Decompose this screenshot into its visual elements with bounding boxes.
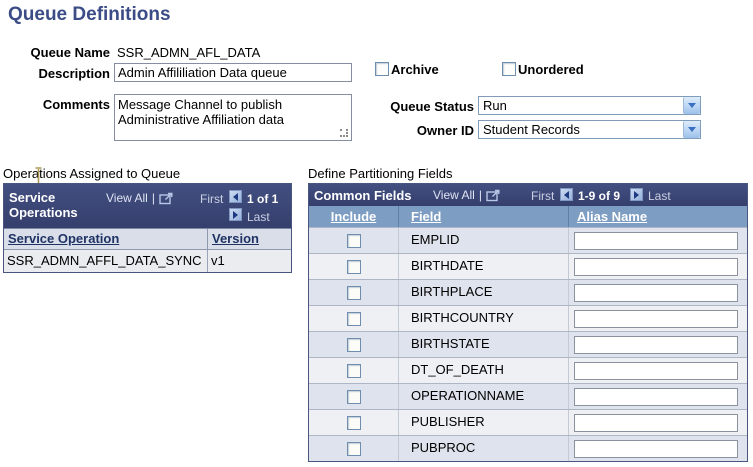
alias-name-input[interactable] (574, 361, 738, 380)
previous-page-button[interactable] (229, 190, 242, 203)
view-all-link[interactable]: View All (433, 188, 475, 202)
include-checkbox[interactable] (346, 259, 361, 274)
table-row: PUBLISHER (309, 409, 747, 435)
separator: | (151, 191, 155, 205)
service-operations-grid: Service Operations View All | First 1 of… (3, 183, 292, 273)
next-page-button[interactable] (229, 208, 242, 221)
view-all-link[interactable]: View All (106, 191, 148, 205)
last-link[interactable]: Last (247, 210, 270, 224)
field-name: BIRTHPLACE (399, 280, 569, 305)
chevron-right-icon (233, 210, 238, 219)
include-checkbox[interactable] (346, 285, 361, 300)
owner-id-value: Student Records (483, 121, 580, 137)
column-header-version[interactable]: Version (212, 231, 259, 246)
separator: | (478, 188, 482, 202)
page-range: 1 of 1 (247, 192, 279, 206)
page-title: Queue Definitions (8, 4, 171, 25)
grid-popout-icon[interactable] (159, 192, 174, 205)
page-range: 1-9 of 9 (578, 189, 621, 203)
owner-id-label: Owner ID (416, 123, 474, 138)
include-checkbox[interactable] (346, 337, 361, 352)
field-name: PUBPROC (399, 436, 569, 461)
operations-section-heading: Operations Assigned to Queue (3, 166, 181, 181)
include-checkbox[interactable] (346, 363, 361, 378)
column-header-service-operation[interactable]: Service Operation (8, 231, 120, 246)
grid-title: Service Operations (9, 190, 78, 220)
alias-name-input[interactable] (574, 231, 738, 250)
field-name: PUBLISHER (399, 410, 569, 435)
table-row: DT_OF_DEATH (309, 357, 747, 383)
queue-status-value: Run (483, 97, 507, 113)
column-header-field[interactable]: Field (411, 209, 442, 224)
last-link[interactable]: Last (648, 189, 671, 203)
service-operations-column-headers: Service Operation Version (4, 228, 291, 249)
first-link[interactable]: First (200, 192, 224, 206)
unordered-checkbox[interactable] (502, 62, 516, 76)
chevron-down-icon[interactable] (683, 121, 700, 138)
common-fields-grid-header: Common Fields View All | First 1-9 of 9 … (309, 184, 747, 206)
column-header-alias-name[interactable]: Alias Name (577, 209, 648, 224)
grid-title: Common Fields (314, 188, 412, 203)
chevron-down-icon[interactable] (683, 97, 700, 114)
archive-checkbox[interactable] (375, 62, 389, 76)
next-page-button[interactable] (630, 188, 643, 201)
comments-label: Comments (42, 97, 110, 112)
include-checkbox[interactable] (346, 311, 361, 326)
version-cell: v1 (211, 253, 225, 268)
chevron-left-icon (233, 192, 238, 201)
table-row: SSR_ADMN_AFFL_DATA_SYNC v1 (4, 249, 291, 272)
table-row: PUBPROC (309, 435, 747, 461)
table-row: EMPLID (309, 227, 747, 253)
table-row: BIRTHSTATE (309, 331, 747, 357)
description-field[interactable] (114, 63, 352, 82)
alias-name-input[interactable] (574, 335, 738, 354)
description-label: Description (38, 66, 110, 81)
include-checkbox[interactable] (346, 233, 361, 248)
owner-id-select[interactable]: Student Records (478, 120, 701, 139)
common-fields-column-headers: Include Field Alias Name (309, 206, 747, 227)
column-header-include[interactable]: Include (330, 209, 377, 224)
field-name: DT_OF_DEATH (399, 358, 569, 383)
field-name: EMPLID (399, 228, 569, 253)
alias-name-input[interactable] (574, 257, 738, 276)
queue-status-label: Queue Status (390, 99, 474, 114)
table-row: BIRTHPLACE (309, 279, 747, 305)
queue-name-label: Queue Name (30, 45, 110, 60)
grid-popout-icon[interactable] (486, 189, 501, 202)
field-name: BIRTHDATE (399, 254, 569, 279)
include-checkbox[interactable] (346, 441, 361, 456)
alias-name-input[interactable] (574, 387, 738, 406)
field-name: BIRTHCOUNTRY (399, 306, 569, 331)
chevron-left-icon (564, 190, 569, 199)
alias-name-input[interactable] (574, 309, 738, 328)
queue-status-select[interactable]: Run (478, 96, 701, 115)
alias-name-input[interactable] (574, 283, 738, 302)
chevron-right-icon (634, 190, 639, 199)
field-name: BIRTHSTATE (399, 332, 569, 357)
alias-name-input[interactable] (574, 439, 738, 458)
common-fields-grid: Common Fields View All | First 1-9 of 9 … (308, 183, 748, 462)
partitioning-section-heading: Define Partitioning Fields (308, 166, 453, 181)
comments-field[interactable]: Message Channel to publish Administrativ… (114, 94, 352, 141)
table-row: OPERATIONNAME (309, 383, 747, 409)
queue-name-value: SSR_ADMN_AFL_DATA (117, 45, 261, 60)
table-row: BIRTHDATE (309, 253, 747, 279)
include-checkbox[interactable] (346, 389, 361, 404)
include-checkbox[interactable] (346, 415, 361, 430)
alias-name-input[interactable] (574, 413, 738, 432)
field-name: OPERATIONNAME (399, 384, 569, 409)
previous-page-button[interactable] (560, 188, 573, 201)
first-link[interactable]: First (531, 189, 555, 203)
unordered-label: Unordered (518, 62, 584, 77)
table-row: BIRTHCOUNTRY (309, 305, 747, 331)
service-operation-cell: SSR_ADMN_AFFL_DATA_SYNC (4, 250, 208, 272)
service-operations-grid-header: Service Operations View All | First 1 of… (4, 184, 291, 228)
archive-label: Archive (391, 62, 439, 77)
